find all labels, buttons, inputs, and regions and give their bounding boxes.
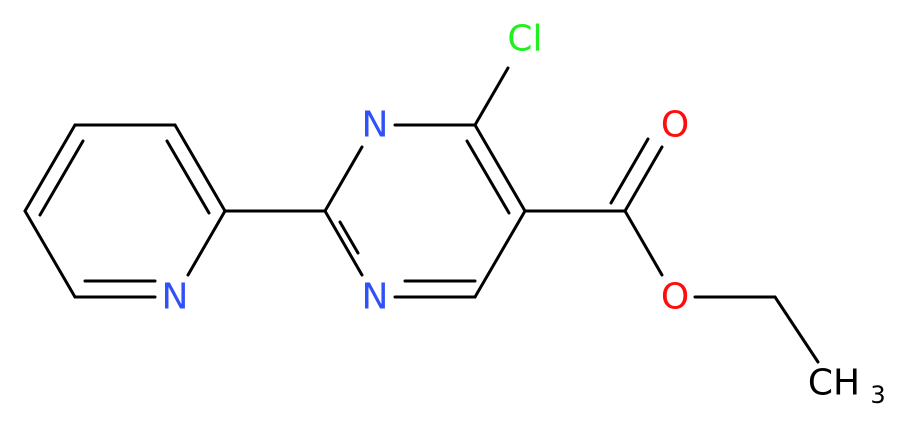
atom-label: Cl	[507, 19, 542, 60]
atom-label: O	[661, 105, 689, 146]
methyl-label: CH	[808, 363, 860, 404]
atom-label: N	[362, 277, 389, 318]
methyl-subscript: 3	[870, 381, 885, 409]
atom-label: N	[362, 105, 389, 146]
atom-label: O	[661, 277, 689, 318]
atom-label: N	[162, 277, 189, 318]
bonds	[23, 66, 820, 364]
